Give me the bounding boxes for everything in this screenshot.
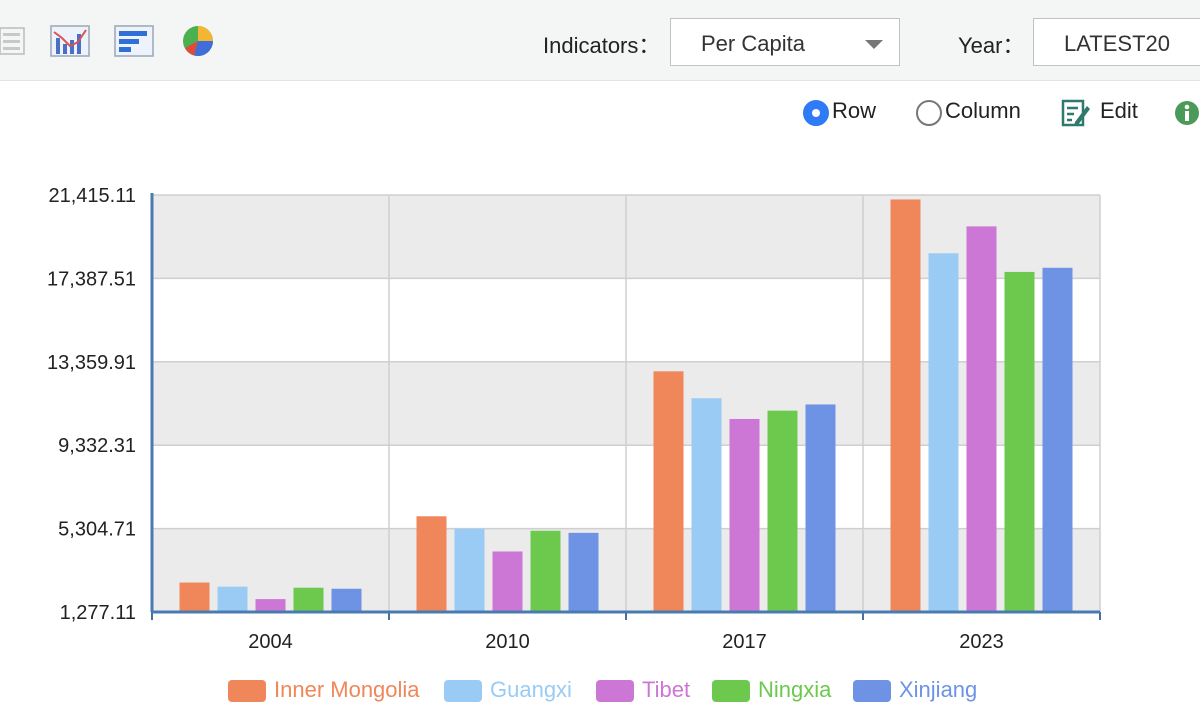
chevron-down-icon [865, 40, 883, 49]
column-radio[interactable] [916, 100, 942, 126]
bar-chart-icon[interactable] [114, 22, 154, 58]
legend-label: Ningxia [758, 677, 832, 702]
bar [966, 226, 997, 611]
bar [217, 586, 248, 611]
y-tick-label: 13,359.91 [47, 352, 136, 374]
bar [331, 588, 362, 611]
bar [530, 530, 561, 611]
bar [1042, 267, 1073, 611]
bar [293, 587, 324, 611]
y-tick-label: 17,387.51 [47, 268, 136, 290]
year-select[interactable]: LATEST20 [1033, 18, 1200, 66]
bar [492, 551, 523, 611]
y-tick-label: 1,277.11 [60, 602, 136, 624]
bar [1004, 271, 1035, 611]
bar [729, 418, 760, 611]
legend-swatch [853, 680, 891, 702]
row-option-label[interactable]: Row [832, 98, 877, 123]
list-icon[interactable] [0, 22, 26, 58]
edit-icon[interactable] [1061, 98, 1091, 128]
bar [805, 404, 836, 611]
bar [767, 410, 798, 611]
legend-label: Tibet [642, 677, 691, 702]
legend-swatch [596, 680, 634, 702]
indicator-select[interactable]: Per Capita [670, 18, 900, 66]
bar [568, 532, 599, 611]
x-tick-label: 2010 [485, 631, 530, 653]
x-tick-label: 2004 [248, 631, 293, 653]
info-icon[interactable] [1174, 100, 1200, 126]
y-tick-label: 5,304.71 [58, 519, 136, 541]
year-select-value: LATEST20 [1064, 31, 1170, 56]
pie-chart-icon[interactable] [180, 22, 216, 58]
legend-label: Xinjiang [899, 677, 978, 702]
edit-button[interactable]: Edit [1100, 98, 1138, 123]
legend-swatch [444, 680, 482, 702]
bar [454, 528, 485, 611]
legend-swatch [712, 680, 750, 702]
bar [890, 199, 921, 611]
bar [255, 599, 286, 611]
x-tick-label: 2023 [959, 631, 1004, 653]
bar [653, 371, 684, 611]
column-chart-icon[interactable] [50, 22, 90, 58]
indicators-label: Indicators： [543, 33, 661, 58]
y-tick-label: 9,332.31 [58, 435, 136, 457]
legend-label: Inner Mongolia [274, 677, 420, 702]
y-tick-label: 21,415.11 [49, 185, 137, 207]
bar [179, 582, 210, 611]
row-radio[interactable] [803, 100, 829, 126]
toolbar: Indicators： Per Capita Year： LATEST20 [0, 0, 1200, 81]
legend-swatch [228, 680, 266, 702]
bar [928, 253, 959, 611]
x-tick-label: 2017 [722, 631, 767, 653]
indicator-select-value: Per Capita [701, 31, 805, 56]
year-label: Year： [958, 33, 1025, 58]
bar [691, 398, 722, 611]
column-option-label[interactable]: Column [945, 98, 1021, 123]
legend-label: Guangxi [490, 677, 572, 702]
bar-chart: 1,277.11 5,304.71 9,332.31 13,359.91 17,387.… [47, 185, 1101, 653]
bar [416, 516, 447, 611]
